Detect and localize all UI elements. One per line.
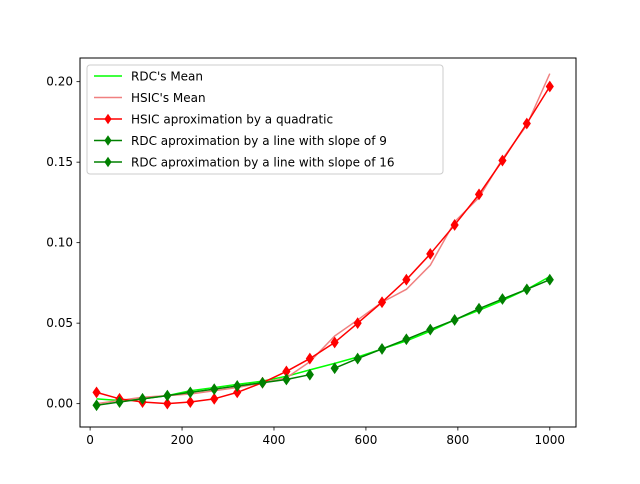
legend-label: HSIC aproximation by a quadratic: [131, 113, 333, 127]
data-point: [330, 336, 339, 349]
data-point: [233, 386, 242, 399]
x-tick-label: 200: [171, 433, 194, 447]
series-line: [334, 278, 551, 369]
data-point: [450, 219, 459, 231]
y-tick-label: 0.20: [46, 75, 73, 89]
legend-item: RDC aproximation by a line with slope of…: [94, 156, 395, 170]
x-tick-label: 600: [354, 433, 377, 447]
data-point: [210, 392, 219, 405]
data-point: [353, 317, 362, 330]
series-5: [330, 273, 554, 375]
data-point: [92, 399, 101, 412]
data-point: [233, 380, 242, 392]
data-point: [282, 373, 291, 386]
legend-item: RDC's Mean: [94, 70, 203, 84]
legend-item: HSIC aproximation by a quadratic: [94, 113, 333, 127]
data-point: [115, 396, 124, 408]
data-point: [92, 386, 101, 399]
legend-label: RDC aproximation by a line with slope of…: [131, 134, 387, 148]
series-line: [96, 373, 310, 407]
legend: RDC's Mean HSIC's Mean HSIC aproximation b…: [86, 64, 444, 175]
y-tick-label: 0.10: [46, 236, 73, 250]
data-point: [163, 397, 172, 410]
data-point: [305, 368, 314, 381]
y-axis: 0.00 0.05 0.10 0.15 0.20: [46, 75, 80, 411]
y-tick-label: 0.05: [46, 316, 73, 330]
legend-label: HSIC's Mean: [131, 91, 206, 105]
data-point: [377, 296, 387, 309]
data-point: [305, 352, 314, 365]
legend-marker: [104, 113, 112, 125]
data-point: [377, 343, 387, 355]
data-point: [402, 273, 411, 286]
data-point: [545, 80, 554, 93]
data-point: [258, 376, 267, 389]
x-tick-label: 1000: [535, 433, 566, 447]
data-point: [402, 333, 411, 346]
x-axis: 0 200 400 600 800 1000: [86, 427, 565, 447]
data-point: [474, 302, 484, 315]
legend-marker: [104, 135, 112, 146]
legend-label: RDC aproximation by a line with slope of…: [131, 156, 395, 170]
x-tick-label: 400: [263, 433, 286, 447]
data-point: [163, 389, 172, 402]
legend-item: RDC aproximation by a line with slope of…: [94, 134, 387, 148]
data-point: [186, 386, 195, 399]
data-point: [498, 293, 507, 305]
y-tick-label: 0.00: [46, 397, 73, 411]
data-point: [450, 314, 459, 326]
data-point: [522, 117, 531, 130]
data-point: [498, 154, 507, 167]
data-point: [522, 283, 531, 296]
legend-box: [86, 64, 444, 175]
y-tick-label: 0.15: [46, 155, 73, 169]
legend-item: HSIC's Mean: [94, 91, 206, 105]
data-point: [210, 383, 219, 396]
series-layer: [92, 73, 554, 412]
series-4: [92, 368, 314, 412]
data-point: [426, 323, 435, 336]
data-point: [138, 392, 147, 405]
data-point: [474, 188, 484, 201]
legend-label: RDC's Mean: [131, 70, 203, 84]
data-point: [186, 396, 195, 408]
x-tick-label: 800: [446, 433, 469, 447]
data-point: [545, 273, 554, 286]
series-3: [92, 80, 554, 410]
data-point: [353, 352, 362, 365]
x-tick-label: 0: [86, 433, 94, 447]
data-point: [426, 248, 435, 260]
legend-marker: [104, 156, 112, 168]
data-point: [330, 362, 339, 375]
